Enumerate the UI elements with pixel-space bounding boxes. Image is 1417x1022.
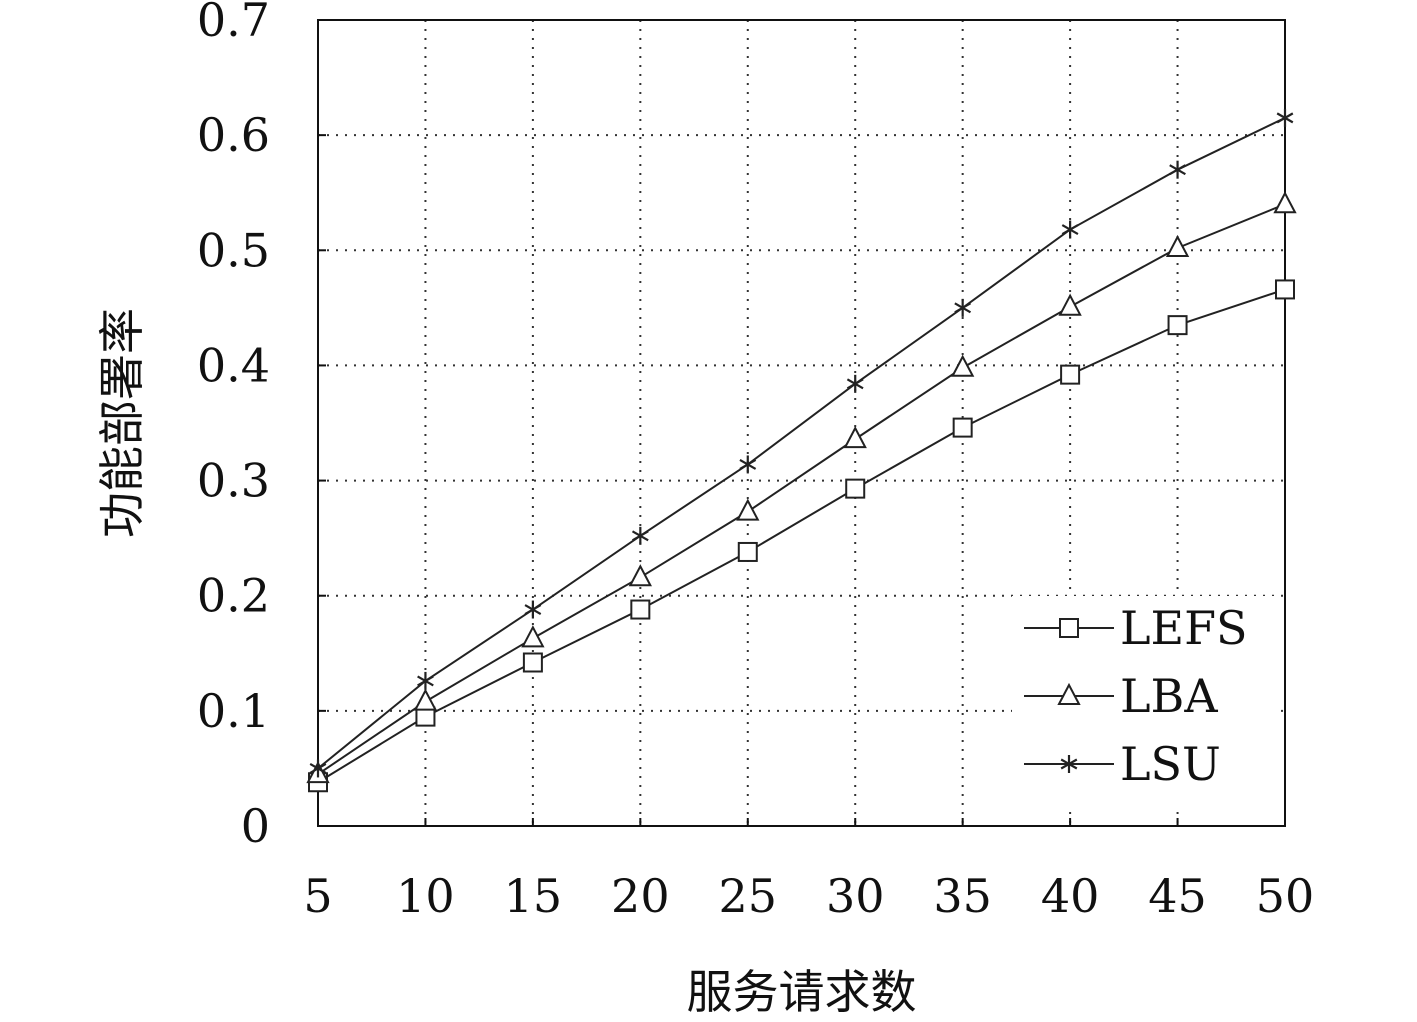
x-tick-label: 5 [303, 869, 332, 923]
star-stroke [739, 458, 757, 470]
star-stroke [1169, 164, 1186, 176]
legend: LEFS LBA LSU [1012, 596, 1274, 808]
data-point-square [845, 478, 866, 499]
x-axis-label: 服务请求数 [687, 965, 917, 1019]
data-point-star [739, 455, 757, 474]
x-axis-ticks: 5 10 15 20 25 30 35 40 45 50 [303, 818, 1314, 923]
star-stroke [954, 302, 972, 314]
data-point-triangle [736, 498, 760, 521]
data-point-triangle [1165, 234, 1190, 257]
data-point-square [1275, 279, 1295, 300]
data-point-triangle [1273, 191, 1297, 214]
star-stroke [631, 530, 649, 542]
data-point-star [417, 671, 434, 690]
data-point-star [1061, 220, 1079, 239]
data-point-star [1169, 160, 1186, 179]
star-stroke [1276, 112, 1294, 124]
data-point-triangle [843, 425, 867, 449]
data-point-triangle [1058, 293, 1082, 316]
x-tick-label: 50 [1256, 869, 1315, 923]
x-tick-label: 35 [933, 869, 992, 923]
data-point-square [952, 417, 973, 438]
data-point-square [1059, 618, 1079, 638]
star-stroke [846, 378, 864, 390]
series-line-lsu [317, 116, 1286, 770]
data-point-square [1167, 315, 1188, 336]
y-tick-label: 0 [241, 799, 270, 853]
x-tick-label: 20 [611, 869, 670, 923]
data-point-square [1060, 364, 1081, 385]
legend-label: LSU [1120, 737, 1221, 791]
x-tick-label: 30 [826, 869, 885, 923]
star-stroke [309, 762, 327, 774]
data-point-star [631, 526, 649, 545]
x-tick-label: 10 [396, 869, 455, 923]
data-point-star [309, 759, 327, 778]
star-stroke [1060, 758, 1078, 770]
y-axis-ticks: 0 0.1 0.2 0.3 0.4 0.5 0.6 0.7 [197, 0, 326, 853]
data-point-star [1276, 108, 1294, 127]
data-point-triangle [628, 564, 652, 587]
y-tick-label: 0.7 [197, 0, 270, 47]
series-line-lba [317, 203, 1286, 776]
data-point-star [1060, 755, 1078, 773]
y-tick-label: 0.6 [197, 108, 270, 162]
y-tick-label: 0.5 [197, 223, 270, 277]
data-point-square [737, 541, 758, 562]
star-stroke [1061, 224, 1079, 236]
series-line-lefs [317, 288, 1286, 784]
y-tick-label: 0.1 [197, 684, 270, 738]
legend-label: LEFS [1120, 601, 1248, 655]
data-point-square [630, 599, 651, 620]
data-point-triangle [951, 354, 975, 377]
data-point-star [954, 298, 972, 317]
x-tick-label: 40 [1041, 869, 1100, 923]
y-axis-label: 功能部署率 [95, 308, 149, 538]
y-tick-label: 0.2 [197, 569, 270, 623]
data-point-square [522, 652, 543, 673]
data-point-triangle [413, 688, 438, 711]
star-stroke [417, 675, 434, 687]
plot-area-frame [317, 19, 1286, 827]
y-tick-label: 0.4 [197, 338, 270, 392]
data-point-triangle [521, 625, 545, 648]
y-tick-label: 0.3 [197, 454, 270, 508]
star-stroke [524, 604, 542, 615]
x-tick-label: 15 [504, 869, 563, 923]
x-tick-label: 45 [1148, 869, 1207, 923]
legend-background [1012, 596, 1274, 808]
data-point-triangle [1057, 682, 1081, 705]
x-tick-label: 25 [719, 869, 778, 923]
legend-label: LBA [1120, 669, 1218, 723]
data-point-star [846, 374, 864, 393]
series-layer [306, 108, 1297, 793]
data-point-star [524, 600, 542, 619]
